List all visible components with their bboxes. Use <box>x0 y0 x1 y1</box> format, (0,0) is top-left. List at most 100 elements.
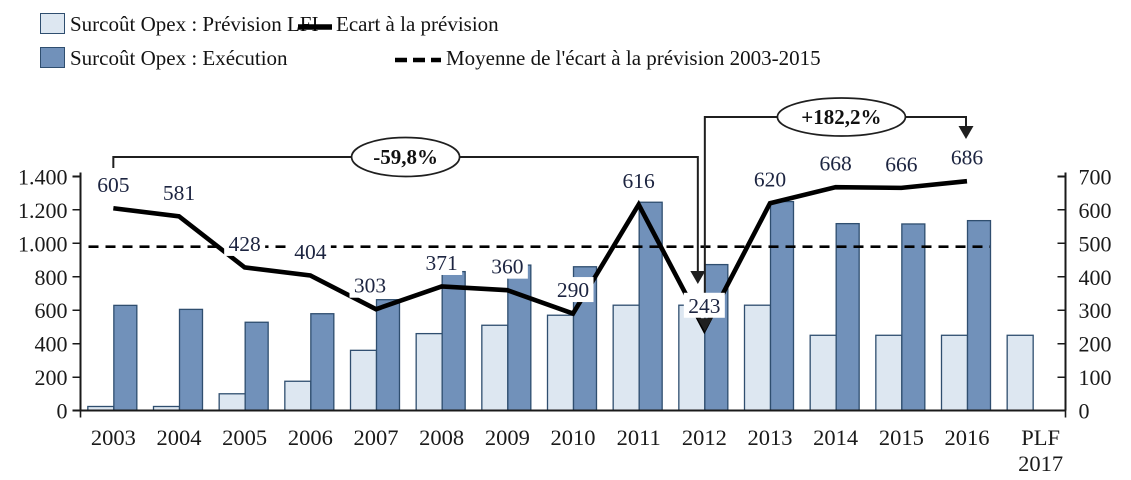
right-axis-tick-label: 200 <box>1079 332 1112 357</box>
legend-item-execution <box>40 47 65 68</box>
value-label-2014: 668 <box>820 152 852 176</box>
bar-prevision-2005 <box>218 393 246 412</box>
x-axis-label-2012: 2012 <box>682 425 727 450</box>
value-label-2008: 371 <box>426 251 458 275</box>
right-axis-tick-label: 700 <box>1079 165 1112 190</box>
value-label-box <box>683 292 725 318</box>
arrowhead-down-icon <box>690 271 706 284</box>
arrowhead-down-icon <box>697 318 713 332</box>
left-axis-tick-label: 0 <box>57 399 68 424</box>
value-label-box <box>421 249 463 275</box>
bar-prevision-2013 <box>743 304 772 412</box>
right-axis-tick-label: 400 <box>1079 265 1112 290</box>
value-label-2011: 616 <box>623 169 656 193</box>
value-label-2007: 303 <box>354 274 386 298</box>
x-axis-label-2016: 2016 <box>945 425 990 450</box>
value-label-2004: 581 <box>163 181 195 205</box>
value-label-2015: 666 <box>885 152 918 176</box>
ecart-line <box>113 178 968 335</box>
legend-swatch-execution <box>40 47 65 68</box>
right-axis-tick-label: 300 <box>1079 298 1112 323</box>
annotation-plus-line <box>703 116 967 319</box>
left-axis-tick-label: 1.200 <box>18 198 68 223</box>
x-axis-label-2008: 2008 <box>419 425 464 450</box>
value-label-2006: 404 <box>294 240 327 264</box>
bar-prevision-2016 <box>940 334 969 412</box>
x-axis-label-2003: 2003 <box>91 425 136 450</box>
x-axis-label-2010: 2010 <box>551 425 596 450</box>
bar-prevision-2010 <box>546 314 575 412</box>
x-axis-label-PLF 2017: 2017 <box>1018 451 1063 476</box>
bar-prevision-2006 <box>284 380 312 412</box>
value-label-box <box>946 144 988 170</box>
bar-execution-2011 <box>638 201 663 412</box>
bar-execution-2015 <box>901 223 926 412</box>
legend-swatch-prevision <box>40 13 65 34</box>
x-axis-label-2007: 2007 <box>354 425 399 450</box>
value-label-box <box>158 179 200 205</box>
value-label-box <box>92 171 134 197</box>
value-label-2009: 360 <box>491 255 523 279</box>
left-axis-tick-label: 1.000 <box>18 231 68 256</box>
bar-execution-2013 <box>769 200 795 412</box>
x-axis-label-2011: 2011 <box>617 425 661 450</box>
value-label-2005: 428 <box>229 232 261 256</box>
bar-execution-2005 <box>244 321 269 412</box>
left-axis-tick-label: 600 <box>35 298 68 323</box>
right-axis-tick-label: 0 <box>1079 399 1090 424</box>
left-axis-tick-label: 400 <box>35 332 68 357</box>
right-axis-tick-label: 500 <box>1079 231 1112 256</box>
bar-execution-2008 <box>441 270 466 412</box>
bar-prevision-PLF 2017 <box>1006 334 1034 412</box>
x-axis-label-2005: 2005 <box>222 425 267 450</box>
value-label-box <box>618 168 660 194</box>
left-axis-tick-label: 1.400 <box>18 165 68 190</box>
value-label-2016: 686 <box>951 146 984 170</box>
annotation-minus-ellipse <box>350 136 461 178</box>
bar-execution-2004 <box>178 308 204 412</box>
bar-execution-2016 <box>966 219 992 412</box>
legend-label-ecart: Ecart à la prévision <box>336 12 499 36</box>
x-axis-label-2013: 2013 <box>748 425 793 450</box>
annotation-minus-text: -59,8% <box>373 145 438 169</box>
bar-prevision-2008 <box>415 332 443 412</box>
legend-label-prevision: Surcoût Opex : Prévision LFI <box>70 12 319 36</box>
bar-prevision-2015 <box>875 334 903 412</box>
bar-prevision-2014 <box>809 334 837 412</box>
value-label-2012: 243 <box>688 294 720 318</box>
bar-prevision-2011 <box>612 304 640 412</box>
legend-label-moyenne: Moyenne de l'écart à la prévision 2003-2… <box>446 46 821 70</box>
value-label-box <box>552 277 594 303</box>
value-label-2003: 605 <box>97 173 129 197</box>
bar-execution-2009 <box>507 264 532 412</box>
bar-execution-2006 <box>310 313 335 412</box>
legend: Surcoût Opex : Prévision LFI Ecart à la … <box>0 0 1131 90</box>
bar-execution-2003 <box>113 304 138 412</box>
x-axis-label-2015: 2015 <box>879 425 924 450</box>
arrowhead-down-icon <box>958 126 974 139</box>
left-axis-tick-label: 800 <box>35 265 68 290</box>
x-axis-label-2014: 2014 <box>813 425 858 450</box>
annotation-plus-ellipse <box>776 97 907 137</box>
bar-prevision-2009 <box>481 324 509 412</box>
value-label-box <box>880 151 922 177</box>
legend-line-solid-icon <box>298 24 332 30</box>
bar-execution-2014 <box>835 222 860 412</box>
legend-line-dashed-icon <box>395 57 441 63</box>
value-label-box <box>224 230 266 256</box>
right-axis-tick-label: 600 <box>1079 198 1112 223</box>
x-axis-label-2004: 2004 <box>157 425 202 450</box>
right-axis-tick-label: 100 <box>1079 365 1112 390</box>
bar-prevision-2007 <box>349 349 378 412</box>
value-label-box <box>486 253 528 279</box>
value-label-box <box>289 238 331 264</box>
value-label-box <box>349 272 391 298</box>
value-label-2010: 290 <box>557 278 589 302</box>
bar-execution-2007 <box>375 299 401 412</box>
left-axis-tick-label: 200 <box>35 365 68 390</box>
value-label-box <box>815 150 857 176</box>
legend-label-execution: Surcoût Opex : Exécution <box>70 46 288 70</box>
annotation-plus-text: +182,2% <box>801 105 881 129</box>
value-label-2013: 620 <box>754 168 786 192</box>
